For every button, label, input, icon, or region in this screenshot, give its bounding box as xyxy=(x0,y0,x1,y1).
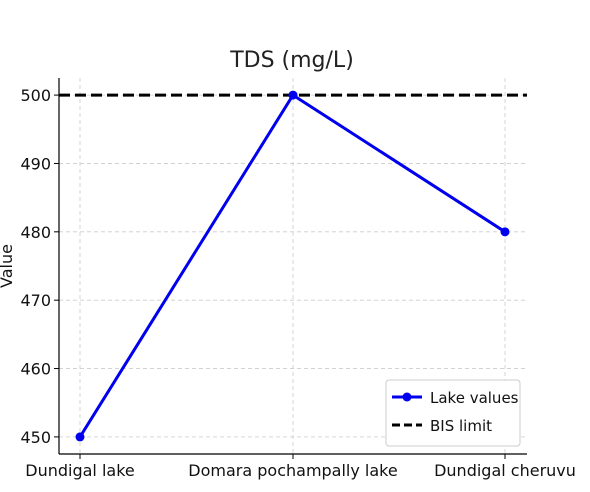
y-tick-label: 450 xyxy=(20,428,51,447)
y-tick-label: 460 xyxy=(20,360,51,379)
legend: Lake values BIS limit xyxy=(385,379,521,447)
legend-reference-label: BIS limit xyxy=(430,417,492,435)
legend-series-label: Lake values xyxy=(430,389,519,407)
y-axis-label: Value xyxy=(0,244,16,288)
y-tick-label: 500 xyxy=(20,86,51,105)
x-ticks: Dundigal lake Domara pochampally lake Dund… xyxy=(25,454,576,480)
y-tick-label: 490 xyxy=(20,154,51,173)
y-tick-label: 480 xyxy=(20,223,51,242)
data-point xyxy=(75,432,85,442)
x-tick-label: Domara pochampally lake xyxy=(188,461,397,480)
data-point xyxy=(500,227,510,237)
legend-series-marker xyxy=(402,392,412,402)
x-tick-label: Dundigal lake xyxy=(25,461,134,480)
x-tick-label: Dundigal cheruvu xyxy=(434,461,576,480)
y-ticks: 450 460 470 480 490 500 xyxy=(20,86,59,447)
data-point xyxy=(288,90,298,100)
y-tick-label: 470 xyxy=(20,291,51,310)
chart-title: TDS (mg/L) xyxy=(229,48,354,73)
series xyxy=(75,90,510,442)
